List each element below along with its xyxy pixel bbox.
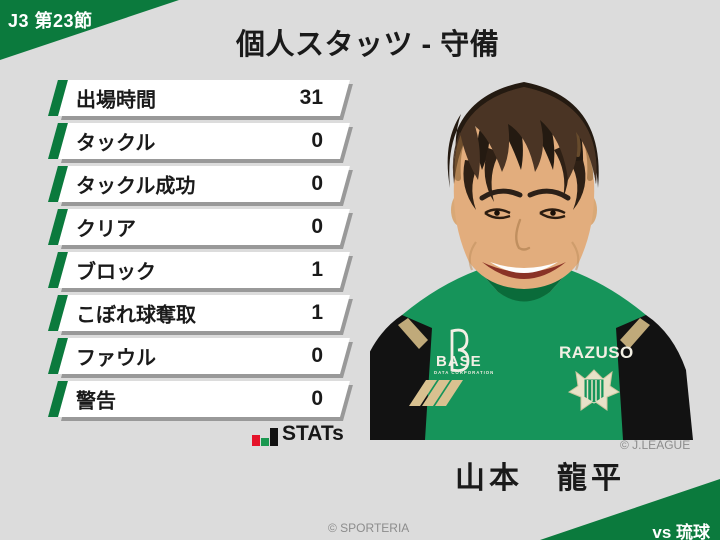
svg-text:DATA CORPORATION: DATA CORPORATION (434, 370, 494, 375)
svg-text:RAZUSO: RAZUSO (559, 343, 634, 362)
svg-text:BASE: BASE (436, 353, 482, 370)
